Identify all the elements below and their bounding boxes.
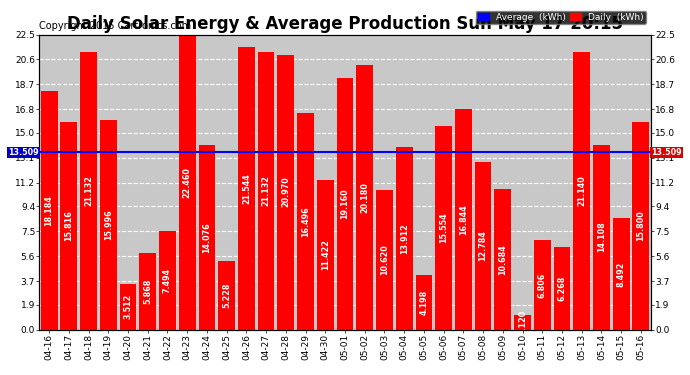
Text: 3.512: 3.512 bbox=[124, 294, 132, 319]
Bar bbox=[317, 180, 334, 330]
Text: 19.160: 19.160 bbox=[340, 189, 350, 219]
Bar bbox=[534, 240, 551, 330]
Text: 13.509: 13.509 bbox=[651, 148, 682, 157]
Title: Daily Solar Energy & Average Production Sun May 17 20:15: Daily Solar Energy & Average Production … bbox=[67, 15, 623, 33]
Text: Copyright 2015 Cartronics.com: Copyright 2015 Cartronics.com bbox=[39, 21, 191, 31]
Text: 14.108: 14.108 bbox=[597, 222, 606, 252]
Text: 21.132: 21.132 bbox=[84, 176, 93, 207]
Text: 12.784: 12.784 bbox=[479, 230, 488, 261]
Bar bbox=[573, 53, 590, 330]
Text: 5.228: 5.228 bbox=[222, 282, 231, 308]
Bar bbox=[119, 284, 137, 330]
Bar bbox=[238, 47, 255, 330]
Text: 4.198: 4.198 bbox=[420, 290, 428, 315]
Bar bbox=[435, 126, 452, 330]
Bar bbox=[376, 190, 393, 330]
Bar bbox=[159, 231, 176, 330]
Text: 22.460: 22.460 bbox=[183, 167, 192, 198]
Text: 14.076: 14.076 bbox=[202, 222, 211, 253]
Bar bbox=[337, 78, 353, 330]
Text: 10.620: 10.620 bbox=[380, 244, 389, 275]
Bar bbox=[633, 122, 649, 330]
Bar bbox=[80, 53, 97, 330]
Bar bbox=[100, 120, 117, 330]
Text: 7.494: 7.494 bbox=[163, 268, 172, 293]
Text: 21.140: 21.140 bbox=[577, 176, 586, 206]
Text: 20.180: 20.180 bbox=[360, 182, 369, 213]
Text: 5.868: 5.868 bbox=[144, 278, 152, 304]
Bar bbox=[139, 253, 156, 330]
Text: 10.684: 10.684 bbox=[498, 244, 507, 275]
Text: 11.422: 11.422 bbox=[321, 239, 330, 270]
Bar bbox=[199, 145, 215, 330]
Text: 8.492: 8.492 bbox=[617, 261, 626, 286]
Legend: Average  (kWh), Daily  (kWh): Average (kWh), Daily (kWh) bbox=[475, 10, 647, 24]
Bar bbox=[41, 91, 57, 330]
Bar bbox=[415, 274, 432, 330]
Bar bbox=[455, 109, 472, 330]
Bar bbox=[613, 218, 629, 330]
Bar bbox=[356, 65, 373, 330]
Text: 15.996: 15.996 bbox=[104, 209, 113, 240]
Bar bbox=[258, 53, 275, 330]
Text: 1.120: 1.120 bbox=[518, 310, 527, 335]
Bar bbox=[553, 248, 571, 330]
Bar bbox=[495, 189, 511, 330]
Text: 15.816: 15.816 bbox=[64, 210, 73, 241]
Text: 6.806: 6.806 bbox=[538, 272, 546, 298]
Text: 13.509: 13.509 bbox=[8, 148, 39, 157]
Bar bbox=[218, 261, 235, 330]
Text: 18.184: 18.184 bbox=[45, 195, 54, 226]
Text: 20.970: 20.970 bbox=[282, 177, 290, 207]
Bar bbox=[277, 55, 294, 330]
Bar bbox=[475, 162, 491, 330]
Text: 16.844: 16.844 bbox=[459, 204, 468, 234]
Bar bbox=[61, 122, 77, 330]
Text: 15.800: 15.800 bbox=[636, 211, 645, 242]
Text: 6.268: 6.268 bbox=[558, 276, 566, 301]
Bar bbox=[396, 147, 413, 330]
Bar bbox=[593, 145, 610, 330]
Bar bbox=[514, 315, 531, 330]
Bar bbox=[179, 35, 195, 330]
Text: 16.496: 16.496 bbox=[301, 206, 310, 237]
Text: 15.554: 15.554 bbox=[439, 212, 448, 243]
Text: 21.544: 21.544 bbox=[242, 173, 251, 204]
Text: 21.132: 21.132 bbox=[262, 176, 270, 207]
Text: 13.912: 13.912 bbox=[400, 223, 408, 254]
Bar bbox=[297, 113, 314, 330]
